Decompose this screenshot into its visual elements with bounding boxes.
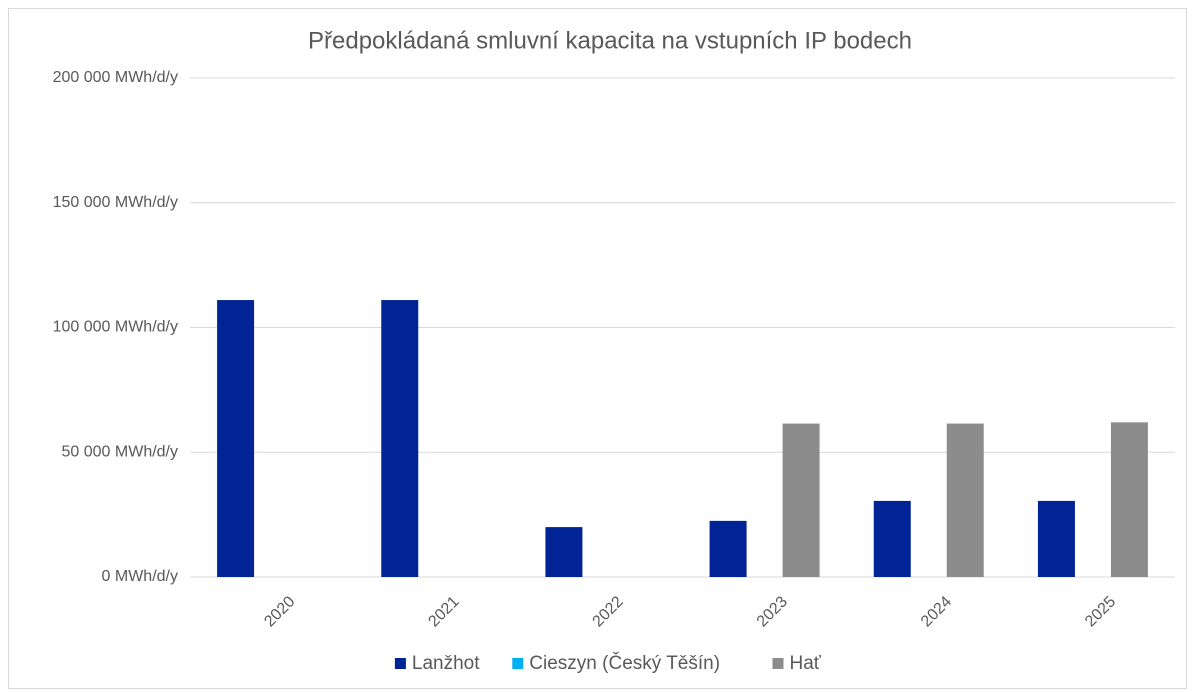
bar [1037, 500, 1075, 577]
legend-swatch [394, 658, 406, 669]
bar [782, 423, 820, 577]
bar [381, 300, 419, 577]
legend-swatch [772, 658, 784, 669]
legend-label: Lanžhot [412, 653, 480, 674]
bar [873, 500, 911, 577]
y-tick-label: 100 000 MWh/d/y [53, 319, 178, 336]
bar [946, 423, 984, 577]
bar [1110, 422, 1148, 577]
bar [709, 520, 747, 577]
y-tick-label: 200 000 MWh/d/y [53, 69, 178, 86]
y-tick-label: 0 MWh/d/y [102, 568, 178, 585]
legend-label: Hať [790, 653, 822, 674]
legend-label: Cieszyn (Český Těšín) [529, 652, 720, 674]
y-tick-label: 150 000 MWh/d/y [53, 194, 178, 211]
legend-swatch [512, 658, 524, 669]
bar [217, 300, 255, 577]
bar [545, 527, 583, 577]
chart-frame [8, 8, 1187, 689]
chart-title: Předpokládaná smluvní kapacita na vstupn… [308, 27, 912, 54]
y-tick-label: 50 000 MWh/d/y [62, 443, 179, 460]
